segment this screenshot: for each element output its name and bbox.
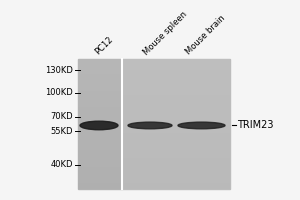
Text: Mouse brain: Mouse brain bbox=[184, 14, 226, 57]
Text: PC12: PC12 bbox=[94, 35, 115, 57]
Bar bbox=[122, 59, 230, 189]
Text: TRIM23: TRIM23 bbox=[237, 120, 274, 130]
Ellipse shape bbox=[80, 121, 118, 130]
Ellipse shape bbox=[128, 122, 172, 129]
Text: 55KD: 55KD bbox=[50, 127, 73, 136]
Text: 130KD: 130KD bbox=[45, 66, 73, 75]
Ellipse shape bbox=[178, 122, 225, 129]
Text: 100KD: 100KD bbox=[45, 88, 73, 97]
Text: 40KD: 40KD bbox=[50, 160, 73, 169]
Text: 70KD: 70KD bbox=[50, 112, 73, 121]
Text: Mouse spleen: Mouse spleen bbox=[142, 9, 189, 57]
Bar bbox=[78, 59, 122, 189]
